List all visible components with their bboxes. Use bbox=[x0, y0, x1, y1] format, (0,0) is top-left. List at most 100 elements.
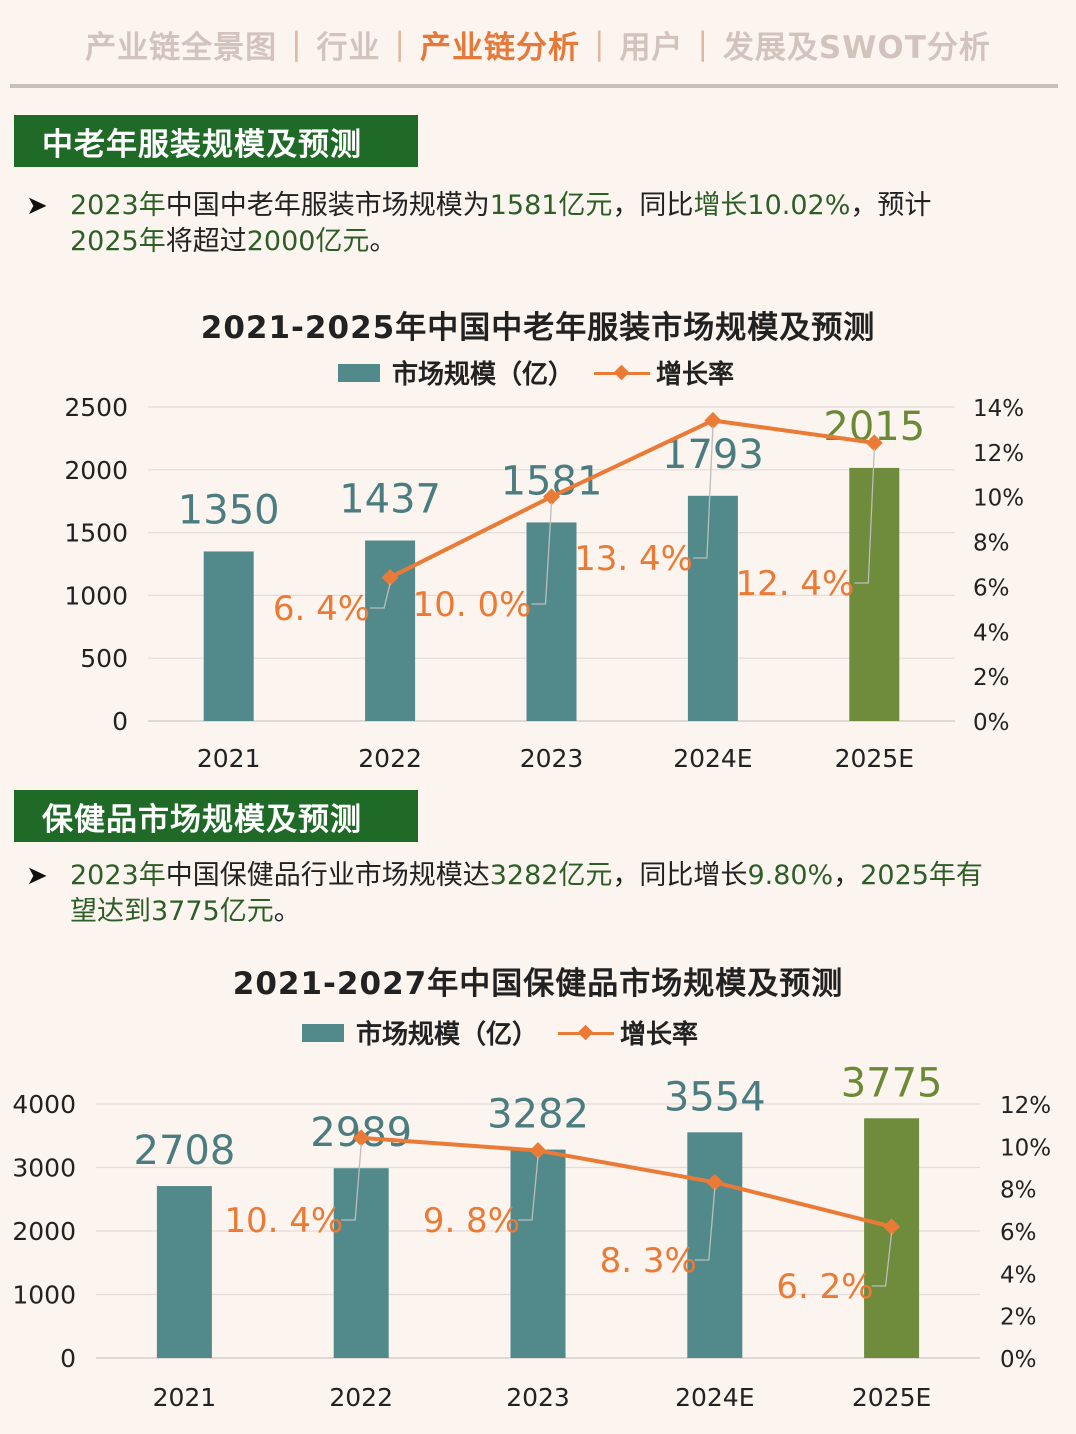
growth-rate-line bbox=[389, 418, 875, 580]
y2-tick-label: 12% bbox=[1000, 1093, 1051, 1119]
bullet-health-products: ➤ 2023年中国保健品行业市场规模达3282亿元，同比增长9.80%，2025… bbox=[26, 858, 1066, 930]
bullet-seg: 中国中老年服装市场规模为 bbox=[165, 190, 490, 221]
y-tick-label: 0 bbox=[112, 707, 128, 736]
bullet-seg: ， bbox=[833, 860, 861, 891]
y2-tick-label: 4% bbox=[1000, 1262, 1037, 1288]
legend-bar-swatch bbox=[302, 1023, 344, 1042]
bar-value-label: 3775 bbox=[841, 1060, 943, 1106]
bar bbox=[687, 1132, 743, 1358]
bullet-seg: 1581亿元 bbox=[489, 190, 613, 221]
bullet-seg: 中国保健品行业市场规模达 bbox=[165, 860, 490, 891]
chart-title: 2021-2027年中国保健品市场规模及预测 bbox=[232, 966, 844, 1002]
x-tick-label: 2024E bbox=[673, 744, 752, 773]
legend-line-icon bbox=[594, 363, 651, 383]
rate-leader-line bbox=[531, 502, 553, 605]
bullet-seg: 增长10.02% bbox=[693, 190, 851, 221]
growth-rate-line bbox=[361, 1135, 893, 1229]
bullet-seg: 2023年 bbox=[70, 190, 166, 221]
bar-value-label: 2708 bbox=[134, 1128, 236, 1174]
bar bbox=[510, 1149, 566, 1358]
legend-bar-label: 市场规模（亿） bbox=[392, 360, 575, 390]
chart-legend: 市场规模（亿） 增长率 bbox=[338, 354, 734, 391]
x-tick-label: 2021 bbox=[153, 1383, 217, 1412]
y2-tick-label: 8% bbox=[973, 531, 1010, 557]
rate-leader-line bbox=[692, 426, 714, 559]
bullet-elderly-apparel: ➤ 2023年中国中老年服装市场规模为1581亿元，同比增长10.02%，预计 2… bbox=[26, 188, 1066, 260]
nav-item-swot[interactable]: 发展及SWOT分析 bbox=[722, 29, 991, 66]
x-tick-label: 2025E bbox=[835, 744, 914, 773]
y-tick-label: 3000 bbox=[12, 1154, 76, 1183]
y-tick-label: 2000 bbox=[64, 456, 128, 485]
bullet-seg: 2000亿元 bbox=[246, 226, 370, 257]
growth-rate-label: 9. 8% bbox=[423, 1201, 520, 1241]
bullet-seg: ，同比增长 bbox=[612, 860, 748, 891]
rate-leader-line bbox=[694, 1188, 716, 1261]
legend-line-label: 增长率 bbox=[656, 360, 735, 390]
rate-leader-line bbox=[854, 448, 875, 584]
y2-tick-label: 0% bbox=[1000, 1347, 1037, 1373]
growth-rate-point bbox=[543, 488, 560, 506]
nav-item-industry-chain-panorama[interactable]: 产业链全景图 bbox=[85, 29, 278, 66]
nav-separator: | bbox=[291, 26, 303, 62]
section-title-elderly-apparel: 中老年服装规模及预测 bbox=[14, 115, 418, 167]
bullet-seg: 将超过 bbox=[165, 226, 247, 257]
y2-tick-label: 10% bbox=[973, 486, 1024, 512]
top-navigation: 产业链全景图 | 行业 | 产业链分析 | 用户 | 发展及SWOT分析 bbox=[0, 18, 1076, 70]
y-tick-label: 4000 bbox=[12, 1090, 76, 1119]
growth-rate-point bbox=[865, 434, 883, 452]
chart-title: 2021-2025年中国中老年服装市场规模及预测 bbox=[200, 310, 876, 346]
rate-leader-line bbox=[370, 583, 391, 609]
bar bbox=[526, 522, 577, 721]
bar bbox=[687, 495, 738, 721]
bullet-seg: 9.80% bbox=[747, 860, 834, 891]
bullet-seg: 3282亿元 bbox=[489, 860, 613, 891]
y-tick-label: 0 bbox=[60, 1344, 76, 1373]
bar bbox=[203, 551, 254, 721]
x-tick-label: 2021 bbox=[197, 744, 261, 773]
bullet-arrow-icon: ➤ bbox=[26, 861, 48, 891]
x-tick-label: 2023 bbox=[520, 744, 584, 773]
y2-tick-label: 4% bbox=[973, 620, 1010, 646]
growth-rate-label: 10. 0% bbox=[413, 585, 532, 625]
y2-tick-label: 0% bbox=[973, 710, 1010, 736]
bar-value-label: 1437 bbox=[339, 477, 441, 523]
legend-bar-label: 市场规模（亿） bbox=[356, 1020, 539, 1050]
nav-item-industry-chain-analysis[interactable]: 产业链分析 bbox=[419, 29, 580, 66]
bullet-seg: 2025年 bbox=[70, 226, 166, 257]
y-tick-label: 2500 bbox=[64, 393, 128, 422]
y2-tick-label: 12% bbox=[973, 441, 1024, 467]
nav-separator: | bbox=[593, 26, 606, 62]
nav-item-users[interactable]: 用户 bbox=[619, 29, 684, 66]
y2-tick-label: 6% bbox=[973, 575, 1010, 601]
nav-divider bbox=[10, 84, 1058, 88]
y-tick-label: 1500 bbox=[64, 519, 128, 548]
elderly-apparel-chart: 0 500 1000 1500 2000 2500 0% 2% 4% 6% 8% 10% 12% 14% 2… bbox=[64, 393, 1024, 773]
legend-line-label: 增长率 bbox=[620, 1020, 699, 1050]
y2-tick-label: 2% bbox=[973, 665, 1010, 691]
x-tick-label: 2024E bbox=[675, 1383, 754, 1412]
growth-rate-label: 10. 4% bbox=[224, 1201, 343, 1241]
bar-value-label: 3554 bbox=[664, 1074, 766, 1120]
legend-line-icon bbox=[558, 1023, 615, 1043]
rate-leader-line bbox=[518, 1156, 539, 1221]
nav-item-industry[interactable]: 行业 bbox=[316, 29, 381, 66]
y-tick-label: 500 bbox=[80, 644, 128, 673]
bar-value-label: 3282 bbox=[487, 1092, 589, 1138]
bullet-seg: ，同比 bbox=[612, 190, 694, 221]
bullet-arrow-icon: ➤ bbox=[26, 191, 48, 221]
x-tick-label: 2023 bbox=[506, 1383, 570, 1412]
bullet-seg: 望达到 bbox=[70, 896, 151, 927]
bullet-text: 2023年中国保健品行业市场规模达3282亿元，同比增长9.80%，2025年有… bbox=[70, 858, 1066, 930]
x-tick-label: 2022 bbox=[358, 744, 422, 773]
health-products-chart: 0 1000 2000 3000 4000 0% 2% 4% 6% 8% 10% 12% 2021 202… bbox=[12, 1060, 1051, 1412]
growth-rate-point bbox=[704, 411, 722, 429]
growth-rate-point bbox=[883, 1218, 901, 1236]
y-tick-label: 2000 bbox=[12, 1217, 76, 1246]
bullet-text: 2023年中国中老年服装市场规模为1581亿元，同比增长10.02%，预计 202… bbox=[70, 188, 1066, 260]
growth-rate-label: 6. 2% bbox=[776, 1267, 873, 1307]
rate-leader-line bbox=[341, 1143, 362, 1221]
y-tick-label: 1000 bbox=[12, 1281, 76, 1310]
rate-leader-line bbox=[871, 1232, 893, 1287]
y2-tick-label: 2% bbox=[1000, 1305, 1037, 1331]
y2-tick-label: 10% bbox=[1000, 1135, 1051, 1161]
